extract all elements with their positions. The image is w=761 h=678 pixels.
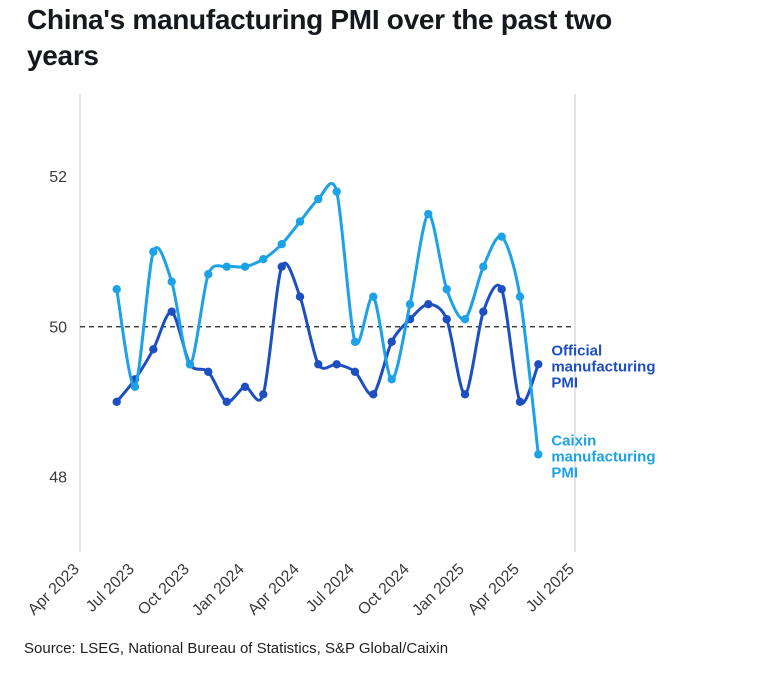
data-point-official — [460, 390, 470, 399]
series-label-official: Official manufacturing PMI — [551, 342, 655, 391]
data-point-caixin — [149, 247, 158, 256]
data-point-official — [497, 285, 506, 294]
x-tick-label: Apr 2025 — [465, 561, 523, 619]
x-tick-label: Oct 2024 — [355, 561, 413, 619]
data-point-caixin — [497, 232, 506, 241]
data-point-official — [222, 397, 231, 406]
data-point-caixin — [167, 277, 176, 286]
data-point-caixin — [350, 337, 360, 346]
y-tick-label: 52 — [49, 169, 67, 186]
data-point-official — [387, 337, 396, 346]
x-tick-label: Jan 2024 — [189, 561, 248, 620]
series-line-official — [115, 261, 540, 406]
data-point-caixin — [515, 292, 525, 301]
data-point-caixin — [277, 240, 286, 249]
data-point-caixin — [204, 270, 213, 279]
data-point-official — [314, 360, 323, 369]
x-tick-label: Jul 2023 — [83, 561, 138, 616]
data-point-official — [442, 315, 451, 324]
data-point-caixin — [112, 285, 121, 294]
chart-area: 48 50 52 Apr 2023 Jul 2023 Oct 2023 Jan 2024 Ap… — [0, 84, 700, 641]
data-point-caixin — [295, 217, 305, 226]
data-point-caixin — [185, 360, 195, 369]
data-point-caixin — [424, 209, 433, 219]
data-point-official — [259, 390, 268, 399]
y-tick-label: 50 — [49, 319, 67, 336]
series-line-caixin — [115, 182, 540, 456]
data-point-official — [332, 360, 341, 369]
data-point-caixin — [240, 262, 250, 271]
data-point-caixin — [405, 300, 415, 309]
source-note: Source: LSEG, National Bureau of Statist… — [24, 640, 449, 657]
data-point-official — [369, 390, 378, 399]
y-tick-label: 48 — [49, 469, 67, 486]
data-point-caixin — [332, 187, 341, 196]
data-point-official — [240, 382, 250, 391]
x-tick-label: Apr 2024 — [245, 561, 303, 619]
data-point-caixin — [460, 315, 470, 324]
data-point-official — [204, 367, 213, 376]
data-point-caixin — [259, 255, 268, 264]
x-tick-label: Jul 2025 — [523, 561, 578, 616]
x-tick-label: Jan 2025 — [409, 561, 468, 620]
data-point-caixin — [130, 382, 140, 391]
data-point-caixin — [534, 450, 543, 459]
data-point-caixin — [314, 194, 323, 204]
data-point-official — [167, 307, 176, 316]
data-point-caixin — [222, 262, 231, 271]
data-point-caixin — [369, 292, 378, 301]
x-tick-label: Apr 2023 — [25, 561, 83, 619]
data-point-official — [295, 292, 305, 301]
data-point-official — [112, 397, 121, 406]
chart-title: China's manufacturing PMI over the past … — [27, 4, 612, 71]
x-tick-label: Oct 2023 — [135, 561, 193, 619]
data-point-official — [149, 345, 158, 354]
data-point-caixin — [479, 262, 488, 271]
data-point-official — [515, 397, 525, 406]
data-point-official — [277, 262, 286, 271]
data-point-caixin — [442, 285, 451, 294]
data-point-official — [350, 367, 360, 376]
x-tick-label: Jul 2024 — [303, 561, 358, 616]
data-point-caixin — [387, 375, 396, 384]
data-point-official — [424, 300, 433, 309]
data-point-official — [479, 307, 488, 316]
series-label-caixin: Caixin manufacturing PMI — [551, 432, 655, 481]
data-point-official — [534, 360, 543, 369]
